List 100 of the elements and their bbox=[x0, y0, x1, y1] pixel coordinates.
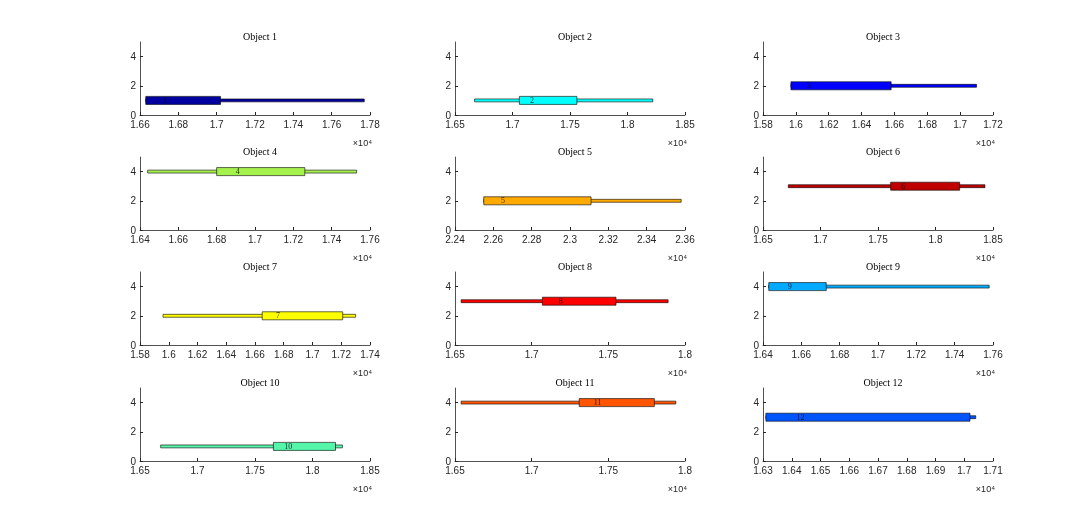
x-tick-label: 1.76 bbox=[360, 233, 381, 245]
annotation: 7 bbox=[276, 311, 280, 321]
x-tick-label: 2.28 bbox=[521, 233, 542, 245]
x-tick-label: 1.64 bbox=[216, 348, 237, 360]
x-tick-label: 1.64 bbox=[782, 464, 802, 476]
y-tick-label: 4 bbox=[130, 397, 137, 409]
x-tick-label: 1.66 bbox=[839, 464, 860, 476]
x-tick-label: 1.7 bbox=[190, 464, 205, 476]
y-tick-label: 4 bbox=[753, 281, 760, 293]
x-tick-label: 1.75 bbox=[598, 348, 619, 360]
x-tick-label: 1.68 bbox=[274, 348, 294, 360]
x-tick-label: 1.7 bbox=[505, 118, 520, 130]
chart-title: Object 6 bbox=[865, 145, 901, 157]
x-tick-label: 1.76 bbox=[983, 348, 1004, 360]
x-tick-label: 1.7 bbox=[813, 233, 828, 245]
x-tick-label: 1.66 bbox=[168, 233, 189, 245]
chart-title: Object 4 bbox=[242, 145, 278, 157]
chart-title: Object 1 bbox=[242, 30, 278, 42]
x-tick-label: 1.65 bbox=[810, 464, 831, 476]
text: ×10⁴ bbox=[975, 137, 996, 148]
chart-title: Object 2 bbox=[557, 30, 593, 42]
x-tick-label: 1.64 bbox=[851, 118, 872, 130]
x-tick-label: 1.74 bbox=[360, 348, 381, 360]
x-tick-label: 1.62 bbox=[187, 348, 208, 360]
x-tick-label: 1.85 bbox=[675, 118, 696, 130]
x-tick-label: 1.85 bbox=[983, 233, 1004, 245]
y-tick-label: 0 bbox=[130, 455, 137, 467]
x-tick-label: 1.72 bbox=[245, 118, 266, 130]
y-tick-label: 4 bbox=[445, 166, 452, 178]
x-tick-label: 1.72 bbox=[331, 348, 352, 360]
y-tick-label: 2 bbox=[130, 80, 137, 92]
annotation: 2 bbox=[530, 95, 535, 105]
y-tick-label: 0 bbox=[753, 339, 760, 351]
annotation: 4 bbox=[235, 167, 240, 177]
y-tick-label: 0 bbox=[130, 339, 137, 351]
annotation: 1 bbox=[162, 95, 167, 105]
x-tick-label: 1.65 bbox=[753, 233, 774, 245]
y-tick-label: 0 bbox=[753, 455, 760, 467]
x-tick-label: 2.24 bbox=[445, 233, 466, 245]
y-tick-label: 0 bbox=[445, 339, 452, 351]
text: ×10⁴ bbox=[352, 483, 373, 494]
y-tick-label: 2 bbox=[445, 80, 452, 92]
y-tick-label: 2 bbox=[445, 426, 452, 438]
text: ×10⁴ bbox=[975, 252, 996, 263]
x-tick-label: 1.7 bbox=[957, 464, 972, 476]
chart-title: Object 3 bbox=[865, 30, 901, 42]
text: ×10⁴ bbox=[352, 137, 373, 148]
x-tick-label: 1.8 bbox=[678, 348, 693, 360]
x-tick-label: 1.76 bbox=[321, 118, 342, 130]
x-tick-label: 1.66 bbox=[791, 348, 812, 360]
y-tick-label: 2 bbox=[753, 426, 760, 438]
y-tick-label: 4 bbox=[753, 397, 760, 409]
y-tick-label: 4 bbox=[445, 397, 452, 409]
x-tick-label: 1.7 bbox=[524, 348, 540, 360]
chart-title: Object 8 bbox=[557, 260, 593, 272]
x-tick-label: 1.75 bbox=[245, 464, 266, 476]
x-tick-label: 1.85 bbox=[360, 464, 381, 476]
chart-title: Object 9 bbox=[865, 260, 901, 272]
y-tick-label: 4 bbox=[445, 51, 452, 63]
annotation: 3 bbox=[807, 81, 811, 91]
x-tick-label: 1.7 bbox=[305, 348, 320, 360]
x-tick-label: 1.74 bbox=[944, 348, 965, 360]
y-tick-label: 0 bbox=[130, 224, 137, 236]
y-tick-label: 2 bbox=[130, 310, 137, 322]
annotation: 5 bbox=[500, 196, 505, 206]
annotation: 11 bbox=[593, 398, 602, 408]
x-tick-label: 1.78 bbox=[360, 118, 381, 130]
x-tick-label: 2.3 bbox=[563, 233, 578, 245]
text: ×10⁴ bbox=[352, 367, 373, 378]
x-tick-label: 1.58 bbox=[753, 118, 774, 130]
text: ×10⁴ bbox=[975, 367, 996, 378]
x-tick-label: 1.6 bbox=[161, 348, 177, 360]
y-tick-label: 0 bbox=[130, 109, 137, 121]
y-tick-label: 2 bbox=[445, 195, 452, 207]
x-tick-label: 2.32 bbox=[598, 233, 619, 245]
x-tick-label: 1.74 bbox=[321, 233, 342, 245]
x-tick-label: 1.63 bbox=[753, 464, 774, 476]
y-tick-label: 2 bbox=[753, 195, 760, 207]
text: ×10⁴ bbox=[667, 483, 688, 494]
chart-title: Object 12 bbox=[863, 376, 903, 388]
y-tick-label: 2 bbox=[130, 426, 137, 438]
x-tick-label: 2.34 bbox=[636, 233, 657, 245]
x-tick-label: 1.65 bbox=[445, 348, 466, 360]
x-tick-label: 1.7 bbox=[209, 118, 225, 130]
chart-title: Object 5 bbox=[557, 145, 593, 157]
y-tick-label: 4 bbox=[130, 281, 137, 293]
x-tick-label: 1.8 bbox=[678, 464, 693, 476]
annotation: 12 bbox=[796, 412, 805, 422]
y-tick-label: 0 bbox=[445, 109, 452, 121]
x-tick-label: 1.68 bbox=[829, 348, 850, 360]
x-tick-label: 1.68 bbox=[206, 233, 227, 245]
text: ×10⁴ bbox=[667, 367, 688, 378]
y-tick-label: 0 bbox=[445, 455, 452, 467]
x-tick-label: 1.65 bbox=[445, 464, 466, 476]
annotation: 8 bbox=[558, 296, 563, 306]
x-tick-label: 1.58 bbox=[130, 348, 151, 360]
x-tick-label: 1.75 bbox=[560, 118, 581, 130]
text: ×10⁴ bbox=[975, 483, 996, 494]
x-tick-label: 1.7 bbox=[871, 348, 886, 360]
y-tick-label: 4 bbox=[130, 51, 137, 63]
